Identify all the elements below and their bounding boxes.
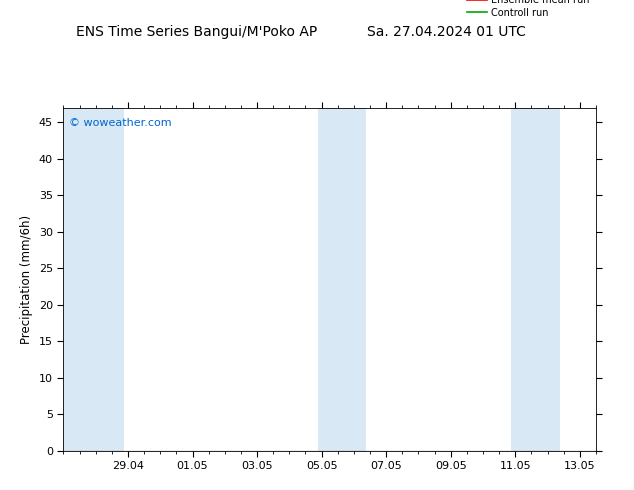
Legend: min/max, Standard deviation, Ensemble mean run, Controll run: min/max, Standard deviation, Ensemble me…	[465, 0, 591, 20]
Bar	[511, 108, 560, 451]
Bar	[318, 108, 366, 451]
Bar	[63, 108, 124, 451]
Text: Sa. 27.04.2024 01 UTC: Sa. 27.04.2024 01 UTC	[368, 25, 526, 39]
Text: ENS Time Series Bangui/M'Poko AP: ENS Time Series Bangui/M'Poko AP	[76, 25, 317, 39]
Text: © woweather.com: © woweather.com	[68, 118, 171, 128]
Y-axis label: Precipitation (mm/6h): Precipitation (mm/6h)	[20, 215, 34, 344]
